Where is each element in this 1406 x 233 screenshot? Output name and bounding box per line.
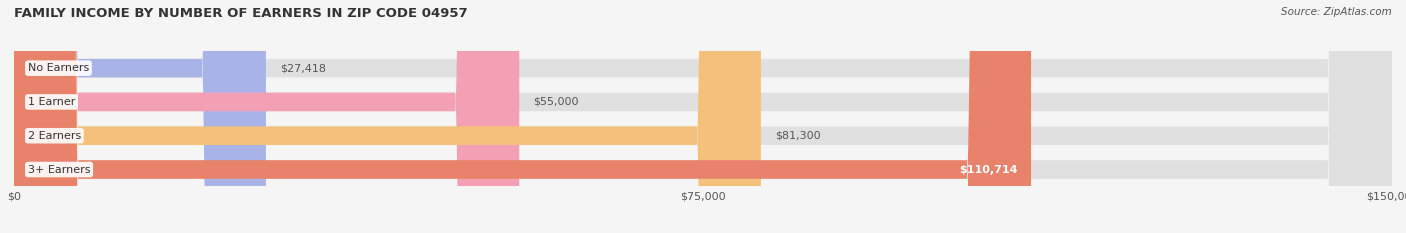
FancyBboxPatch shape (14, 0, 1392, 233)
Text: 3+ Earners: 3+ Earners (28, 164, 90, 175)
Text: No Earners: No Earners (28, 63, 89, 73)
FancyBboxPatch shape (14, 0, 1392, 233)
Text: Source: ZipAtlas.com: Source: ZipAtlas.com (1281, 7, 1392, 17)
FancyBboxPatch shape (14, 0, 266, 233)
FancyBboxPatch shape (14, 0, 1392, 233)
Text: FAMILY INCOME BY NUMBER OF EARNERS IN ZIP CODE 04957: FAMILY INCOME BY NUMBER OF EARNERS IN ZI… (14, 7, 468, 20)
Text: 1 Earner: 1 Earner (28, 97, 75, 107)
Text: $110,714: $110,714 (959, 164, 1018, 175)
Text: $27,418: $27,418 (280, 63, 326, 73)
FancyBboxPatch shape (14, 0, 519, 233)
Text: $81,300: $81,300 (775, 131, 820, 141)
FancyBboxPatch shape (14, 0, 1031, 233)
FancyBboxPatch shape (14, 0, 761, 233)
Text: $55,000: $55,000 (533, 97, 578, 107)
Text: 2 Earners: 2 Earners (28, 131, 82, 141)
FancyBboxPatch shape (14, 0, 1392, 233)
